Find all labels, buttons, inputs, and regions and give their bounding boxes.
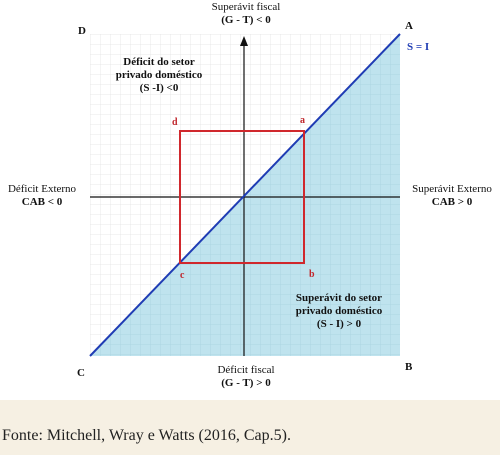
lower-region-line2: privado doméstico [295,305,383,317]
corner-b-label: B [405,361,413,373]
left-axis-label: Déficit Externo CAB < 0 [0,183,84,209]
upper-region-line3: (S -I) <0 [139,82,179,94]
sectoral-balances-figure: Superávit fiscal (G - T) < 0 Déficit fis… [0,0,500,400]
bottom-label-line1: Déficit fiscal [217,364,275,376]
vertical-axis-arrow [240,36,248,46]
figure-caption: Fonte: Mitchell, Wray e Watts (2016, Cap… [2,427,291,444]
lower-region-line1: Superávit do setor [295,292,383,304]
bottom-axis-label: Déficit fiscal (G - T) > 0 [196,364,296,390]
lower-region-label: Superávit do setor privado doméstico (S … [280,292,398,331]
adjustment-box [179,130,305,264]
s-equals-i-line [89,33,401,357]
point-d-label: d [172,117,178,128]
right-label-line1: Superávit Externo [412,183,492,195]
corner-c-label: C [77,367,85,379]
point-a-label: a [300,115,305,126]
left-label-line2: CAB < 0 [21,196,63,208]
point-c-label: c [180,270,185,281]
lower-region-line3: (S - I) > 0 [316,318,362,330]
upper-region-line2: privado doméstico [115,69,203,81]
right-axis-label: Superávit Externo CAB > 0 [404,183,500,209]
top-label-line1: Superávit fiscal [211,1,281,13]
top-axis-label: Superávit fiscal (G - T) < 0 [196,1,296,27]
bottom-label-line2: (G - T) > 0 [221,377,271,389]
corner-d-label: D [78,25,86,37]
top-label-line2: (G - T) < 0 [221,14,271,26]
left-label-line1: Déficit Externo [7,183,77,195]
diagram-canvas [89,33,401,357]
s-equals-i-label: S = I [407,41,430,53]
corner-a-label: A [405,20,413,32]
upper-region-line1: Déficit do setor [123,56,195,68]
point-b-label: b [309,269,315,280]
upper-region-label: Déficit do setor privado doméstico (S -I… [100,56,218,95]
right-label-line2: CAB > 0 [431,196,473,208]
